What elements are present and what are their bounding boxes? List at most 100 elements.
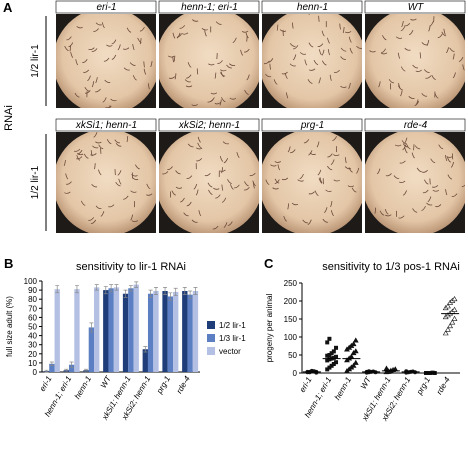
- worm: [421, 205, 426, 211]
- worm: [147, 83, 150, 90]
- worm: [122, 47, 130, 50]
- worm: [388, 79, 395, 84]
- worm: [289, 43, 296, 47]
- worm: [333, 154, 340, 157]
- worm: [380, 52, 388, 55]
- dish: [262, 14, 362, 108]
- x-tick-label: rde-4: [175, 374, 192, 395]
- point: [350, 340, 357, 347]
- worm: [402, 190, 408, 196]
- worm: [374, 207, 377, 214]
- worm: [64, 45, 69, 52]
- worm: [287, 203, 290, 210]
- worm: [91, 81, 95, 88]
- worm: [88, 217, 95, 221]
- worm: [220, 69, 227, 72]
- worm: [421, 42, 428, 46]
- worm: [330, 200, 333, 208]
- worm: [325, 189, 332, 192]
- worm: [404, 47, 411, 51]
- worm: [168, 55, 175, 58]
- panel-label: A: [3, 0, 13, 15]
- photo: [262, 14, 362, 108]
- worm: [108, 204, 115, 208]
- y-tick-label: 80: [28, 295, 37, 304]
- photo: [159, 14, 259, 108]
- y-tick-label: 100: [24, 277, 38, 286]
- y-tick-label: 60: [28, 313, 37, 322]
- worm: [270, 164, 277, 167]
- worm: [104, 79, 111, 83]
- worm: [327, 37, 331, 44]
- worm: [308, 42, 314, 48]
- column-label: prg-1: [300, 120, 324, 131]
- y-tick-label: 200: [284, 297, 298, 306]
- photo: [365, 132, 465, 233]
- worm: [318, 77, 321, 84]
- worm: [319, 177, 323, 184]
- worm: [139, 38, 142, 45]
- error-bar: [134, 281, 139, 288]
- worm: [426, 202, 433, 206]
- worm: [220, 72, 226, 77]
- y-axis-label: progeny per animal: [265, 294, 274, 363]
- bar: [94, 287, 100, 372]
- worm: [226, 64, 232, 69]
- worm: [424, 179, 429, 185]
- worm: [118, 178, 122, 185]
- worm: [461, 184, 465, 187]
- worm: [93, 132, 98, 138]
- worm: [411, 152, 415, 159]
- y-tick-label: 150: [284, 315, 298, 324]
- worm: [447, 174, 453, 180]
- worm: [291, 202, 299, 206]
- worm: [95, 205, 102, 209]
- worm: [214, 102, 222, 105]
- error-bar: [168, 292, 173, 301]
- worm: [321, 49, 325, 56]
- worm: [293, 45, 299, 50]
- point: [385, 368, 392, 374]
- worm: [221, 184, 224, 191]
- point: [442, 330, 449, 336]
- worm: [376, 168, 381, 175]
- worm: [102, 97, 107, 103]
- point: [327, 365, 332, 370]
- bar: [142, 349, 148, 372]
- worm: [292, 22, 294, 29]
- worm: [268, 58, 274, 63]
- worm: [307, 79, 313, 84]
- worm: [236, 152, 240, 158]
- worm: [180, 197, 185, 203]
- error-bar: [49, 361, 54, 366]
- worm: [450, 161, 455, 168]
- bar: [173, 291, 179, 372]
- worm: [95, 88, 101, 93]
- worm: [207, 99, 214, 103]
- worm: [349, 47, 353, 54]
- worm: [246, 74, 250, 81]
- worm: [117, 170, 122, 176]
- worm: [90, 219, 97, 225]
- worm: [429, 21, 434, 27]
- point: [325, 367, 330, 372]
- point: [352, 337, 359, 343]
- point: [451, 315, 458, 321]
- worm: [327, 49, 331, 56]
- worm: [90, 153, 97, 156]
- worm: [277, 164, 281, 171]
- worm: [75, 59, 79, 66]
- error-bar: [114, 284, 119, 291]
- worm: [434, 93, 439, 99]
- worm: [114, 139, 121, 144]
- worm: [356, 45, 362, 49]
- point: [451, 295, 458, 302]
- worm: [333, 179, 340, 182]
- worm: [98, 144, 104, 149]
- worm: [412, 208, 418, 213]
- dish: [159, 132, 259, 233]
- worm: [74, 148, 81, 152]
- worm: [348, 167, 353, 173]
- column-label: xkSi1; henn-1: [75, 120, 137, 131]
